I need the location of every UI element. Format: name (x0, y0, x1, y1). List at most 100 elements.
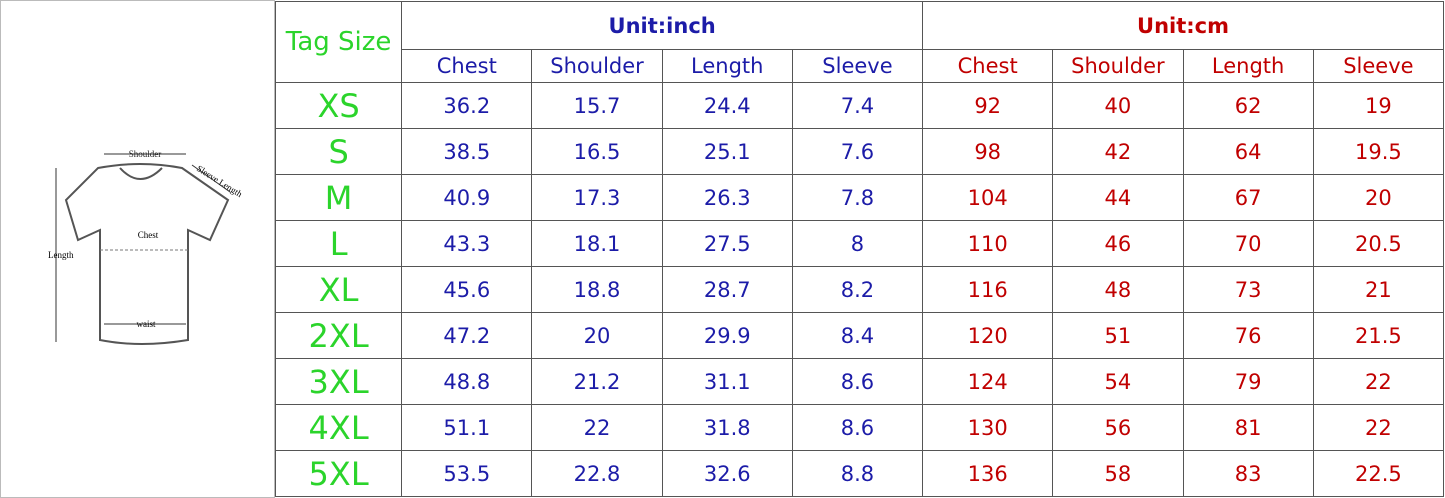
inch-value: 21.2 (531, 358, 663, 405)
cm-value: 20 (1312, 174, 1445, 221)
cm-value: 19 (1312, 82, 1445, 129)
inch-value: 8 (791, 220, 924, 267)
cm-value: 54 (1052, 358, 1184, 405)
column-header: Length (661, 49, 793, 83)
cm-value: 21.5 (1312, 312, 1445, 359)
size-row: XL 45.6 18.8 28.7 8.2 116 48 73 21 (274, 266, 1445, 313)
cm-value: 19.5 (1312, 128, 1445, 175)
size-row: 2XL 47.2 20 29.9 8.4 120 51 76 21.5 (274, 312, 1445, 359)
inch-value: 45.6 (401, 266, 533, 313)
column-header: Sleeve (1312, 49, 1445, 83)
inch-value: 31.8 (661, 404, 793, 451)
tshirt-diagram: Shoulder Sleeve Length Chest Length wais… (0, 0, 275, 498)
inch-value: 8.2 (791, 266, 924, 313)
cm-value: 64 (1182, 128, 1314, 175)
size-row: 5XL 53.5 22.8 32.6 8.8 136 58 83 22.5 (274, 450, 1445, 497)
size-row: 3XL 48.8 21.2 31.1 8.6 124 54 79 22 (274, 358, 1445, 405)
cm-value: 98 (922, 128, 1054, 175)
cm-value: 21 (1312, 266, 1445, 313)
cm-value: 67 (1182, 174, 1314, 221)
tag-size: XL (274, 266, 403, 313)
inch-value: 20 (531, 312, 663, 359)
sleeve-arrow (191, 164, 231, 193)
size-table: Tag Size Unit:inch Unit:cm Chest Shoulder… (274, 1, 1445, 497)
inch-value: 28.7 (661, 266, 793, 313)
inch-value: 7.6 (791, 128, 924, 175)
inch-value: 43.3 (401, 220, 533, 267)
inch-value: 7.4 (791, 82, 924, 129)
cm-value: 130 (922, 404, 1054, 451)
cm-value: 120 (922, 312, 1054, 359)
inch-value: 27.5 (661, 220, 793, 267)
inch-value: 38.5 (401, 128, 533, 175)
cm-value: 46 (1052, 220, 1184, 267)
cm-value: 42 (1052, 128, 1184, 175)
inch-value: 17.3 (531, 174, 663, 221)
cm-value: 92 (922, 82, 1054, 129)
waist-label: waist (137, 319, 156, 329)
size-row: M 40.9 17.3 26.3 7.8 104 44 67 20 (274, 174, 1445, 221)
cm-value: 116 (922, 266, 1054, 313)
inch-value: 32.6 (661, 450, 793, 497)
cm-value: 83 (1182, 450, 1314, 497)
column-header: Sleeve (791, 49, 924, 83)
inch-value: 24.4 (661, 82, 793, 129)
inch-value: 8.4 (791, 312, 924, 359)
cm-value: 56 (1052, 404, 1184, 451)
inch-value: 36.2 (401, 82, 533, 129)
cm-value: 124 (922, 358, 1054, 405)
cm-value: 70 (1182, 220, 1314, 267)
inch-value: 29.9 (661, 312, 793, 359)
tag-size: XS (274, 82, 403, 129)
cm-value: 110 (922, 220, 1054, 267)
inch-value: 22 (531, 404, 663, 451)
cm-value: 73 (1182, 266, 1314, 313)
cm-value: 51 (1052, 312, 1184, 359)
shoulder-label: Shoulder (129, 149, 162, 159)
inch-value: 18.1 (531, 220, 663, 267)
inch-value: 8.6 (791, 358, 924, 405)
column-header: Chest (401, 49, 533, 83)
inch-value: 31.1 (661, 358, 793, 405)
inch-value: 25.1 (661, 128, 793, 175)
cm-value: 136 (922, 450, 1054, 497)
cm-value: 40 (1052, 82, 1184, 129)
cm-value: 76 (1182, 312, 1314, 359)
size-row: L 43.3 18.1 27.5 8 110 46 70 20.5 (274, 220, 1445, 267)
column-header: Shoulder (1052, 49, 1184, 83)
inch-value: 51.1 (401, 404, 533, 451)
inch-value: 26.3 (661, 174, 793, 221)
cm-value: 58 (1052, 450, 1184, 497)
inch-value: 18.8 (531, 266, 663, 313)
cm-value: 62 (1182, 82, 1314, 129)
column-header: Length (1182, 49, 1314, 83)
inch-value: 22.8 (531, 450, 663, 497)
size-row: 4XL 51.1 22 31.8 8.6 130 56 81 22 (274, 404, 1445, 451)
collar (119, 167, 163, 180)
length-label: Length (48, 250, 74, 260)
inch-value: 15.7 (531, 82, 663, 129)
cm-value: 81 (1182, 404, 1314, 451)
inch-value: 8.8 (791, 450, 924, 497)
tag-header: Tag Size (274, 1, 403, 83)
cm-value: 20.5 (1312, 220, 1445, 267)
cm-value: 79 (1182, 358, 1314, 405)
size-row: XS 36.2 15.7 24.4 7.4 92 40 62 19 (274, 82, 1445, 129)
cm-value: 22.5 (1312, 450, 1445, 497)
cm-header: Unit:cm (922, 1, 1444, 50)
cm-value: 22 (1312, 358, 1445, 405)
tag-size: 2XL (274, 312, 403, 359)
inch-value: 7.8 (791, 174, 924, 221)
inch-header: Unit:inch (401, 1, 924, 50)
tag-size: 5XL (274, 450, 403, 497)
tag-size: 3XL (274, 358, 403, 405)
chest-label: Chest (138, 230, 159, 240)
inch-value: 8.6 (791, 404, 924, 451)
cm-value: 44 (1052, 174, 1184, 221)
column-header: Chest (922, 49, 1054, 83)
inch-value: 40.9 (401, 174, 533, 221)
tag-size: L (274, 220, 403, 267)
cm-value: 104 (922, 174, 1054, 221)
tag-size: 4XL (274, 404, 403, 451)
